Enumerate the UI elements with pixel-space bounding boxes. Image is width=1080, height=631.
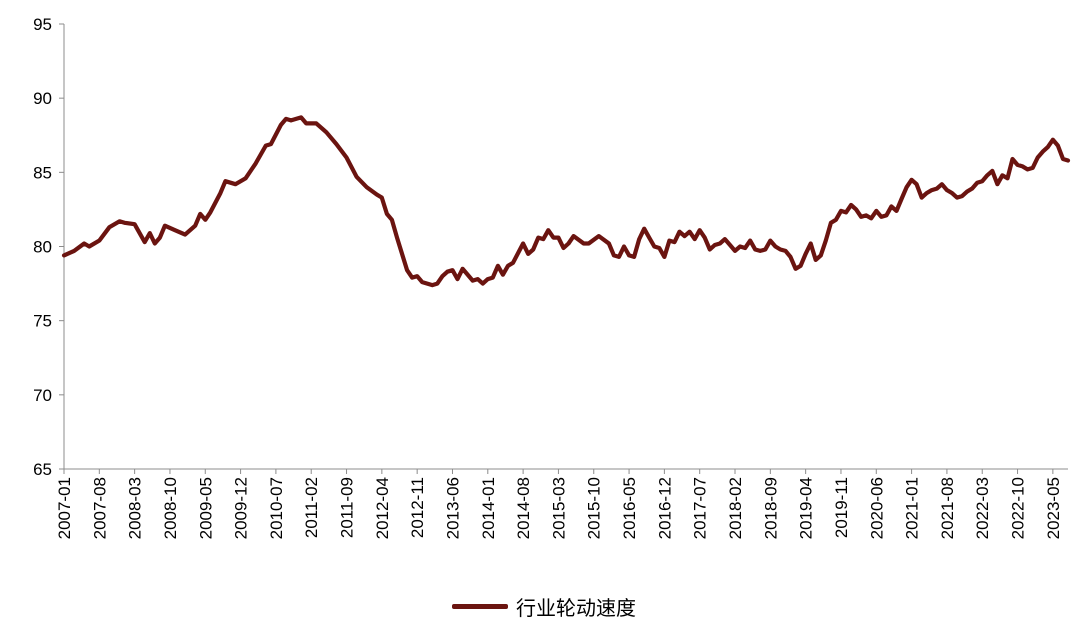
x-tick-label: 2023-05 (1044, 477, 1063, 539)
x-tick-label: 2009-05 (196, 477, 215, 539)
series-line-行业轮动速度 (61, 115, 1071, 288)
x-tick-label: 2022-10 (1009, 477, 1028, 539)
x-tick-label: 2019-04 (797, 477, 816, 539)
x-tick-label: 2015-03 (549, 477, 568, 539)
y-tick-label: 75 (33, 312, 52, 331)
x-tick-label: 2021-08 (938, 477, 957, 539)
x-tick-label: 2019-11 (832, 477, 851, 538)
legend-swatch (452, 604, 508, 609)
y-axis: 65 70 75 80 85 90 95 (33, 15, 65, 479)
y-tick-label: 90 (33, 89, 52, 108)
x-tick-label: 2022-03 (973, 477, 992, 539)
legend: 行业轮动速度 (452, 592, 636, 621)
x-tick-label: 2018-02 (726, 477, 745, 539)
y-tick-label: 70 (33, 386, 52, 405)
x-tick-label: 2020-06 (867, 477, 886, 539)
x-tick-label: 2014-01 (479, 477, 498, 539)
x-tick-label: 2007-01 (55, 477, 74, 539)
x-tick-label: 2016-12 (655, 477, 674, 539)
legend-label: 行业轮动速度 (516, 596, 636, 620)
x-tick-label: 2013-06 (443, 477, 462, 539)
x-tick-label: 2018-09 (761, 477, 780, 539)
plot-area (61, 115, 1071, 288)
x-tick-label: 2007-08 (90, 477, 109, 539)
x-tick-label: 2011-09 (338, 477, 357, 538)
y-tick-label: 85 (33, 163, 52, 182)
line-chart: 65 70 75 80 85 90 95 2007-01 2007-08 2008-03 2008… (33, 15, 1071, 539)
x-tick-label: 2011-02 (302, 477, 321, 538)
x-tick-label: 2016-05 (620, 477, 639, 539)
x-tick-label: 2012-04 (373, 477, 392, 539)
x-tick-label: 2012-11 (408, 477, 427, 538)
y-tick-label: 65 (33, 460, 52, 479)
x-tick-label: 2021-01 (903, 477, 922, 539)
x-tick-label: 2014-08 (514, 477, 533, 539)
y-tick-label: 95 (33, 15, 52, 34)
x-tick-label: 2008-10 (161, 477, 180, 539)
x-tick-label: 2009-12 (232, 477, 251, 539)
y-tick-label: 80 (33, 238, 52, 257)
x-tick-label: 2015-10 (585, 477, 604, 539)
x-tick-label: 2008-03 (126, 477, 145, 539)
x-tick-label: 2010-07 (267, 477, 286, 539)
x-axis: 2007-01 2007-08 2008-03 2008-10 2009-05 2009-… (55, 468, 1068, 539)
x-tick-label: 2017-07 (691, 477, 710, 539)
